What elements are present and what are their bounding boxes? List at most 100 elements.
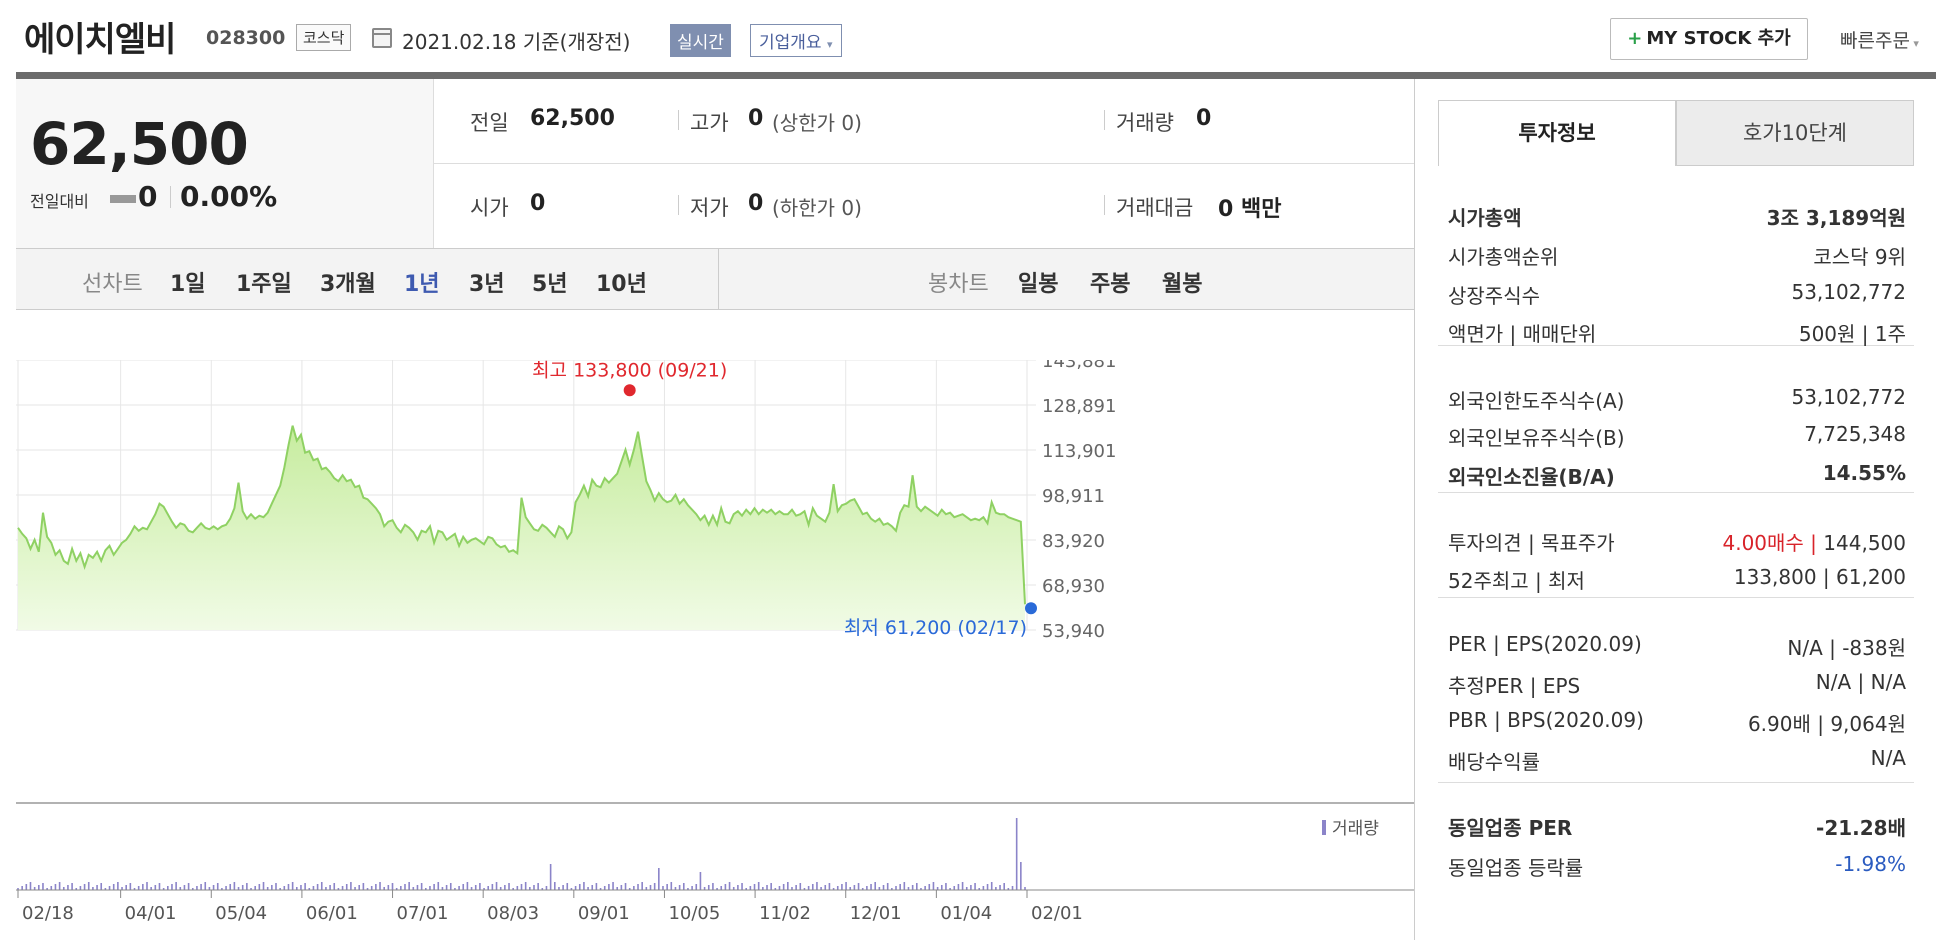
volume-bar — [279, 888, 281, 890]
investment-opinion: 4.00매수 | — [1722, 531, 1824, 555]
quick-order-link[interactable]: 빠른주문 ▾ — [1840, 26, 1919, 53]
volume-bar — [362, 883, 365, 890]
lower-limit: (하한가 0) — [772, 196, 862, 220]
side-row-label: 외국인보유주식수(B) — [1448, 426, 1625, 450]
tab-order-book[interactable]: 호가10단계 — [1676, 100, 1914, 166]
volume-bar — [553, 882, 556, 890]
volume-bar — [29, 882, 32, 890]
tab-1week[interactable]: 1주일 — [236, 272, 292, 297]
volume-bar — [454, 888, 456, 890]
volume-bar — [965, 887, 968, 890]
tab-1year[interactable]: 1년 — [404, 272, 440, 297]
volume-bar — [932, 882, 935, 890]
volume-bar — [936, 887, 939, 890]
volume-bar — [891, 888, 893, 890]
x-tick-label: 12/01 — [850, 903, 902, 924]
side-row-label: 동일업종 PER — [1448, 816, 1573, 840]
volume-bar — [920, 888, 922, 890]
prev-close-value: 62,500 — [530, 106, 615, 131]
price-change: 0 — [138, 180, 158, 213]
volume-bar — [695, 884, 698, 890]
volume-bar — [849, 887, 852, 890]
company-info-dropdown[interactable]: 기업개요 ▾ — [750, 24, 842, 57]
volume-bar — [549, 864, 552, 890]
volume-bar — [350, 882, 352, 890]
volume-bar — [1020, 862, 1022, 890]
volume-bar — [125, 885, 127, 890]
volume-bar — [620, 885, 623, 890]
tab-monthly-candle[interactable]: 월봉 — [1162, 272, 1203, 297]
volume-bar — [995, 887, 997, 890]
volume-bar — [870, 884, 872, 890]
side-row-value: N/A — [1870, 746, 1906, 770]
tab-3year[interactable]: 3년 — [469, 272, 505, 297]
volume-bar — [970, 885, 972, 890]
volume-bar — [811, 884, 814, 890]
volume-bar — [1003, 883, 1005, 890]
volume-bar — [499, 887, 502, 890]
volume-bar — [325, 887, 327, 890]
volume-bar — [287, 884, 290, 890]
low-label: 저가 — [690, 196, 729, 220]
tab-invest-info[interactable]: 투자정보 — [1438, 100, 1676, 166]
volume-bar — [608, 884, 610, 890]
volume-bar — [653, 883, 656, 890]
volume-bar — [112, 884, 115, 890]
volume-bar — [1024, 887, 1026, 890]
volume-bar — [87, 882, 90, 890]
tab-5year[interactable]: 5년 — [532, 272, 568, 297]
volume-bar — [699, 872, 702, 890]
volume-bar — [687, 888, 689, 890]
market-badge: 코스닥 — [296, 24, 352, 51]
tab-daily-candle[interactable]: 일봉 — [1018, 272, 1059, 297]
volume-bar — [720, 886, 723, 890]
side-row-value: -21.28배 — [1816, 816, 1906, 840]
y-tick-label: 68,930 — [1042, 576, 1105, 597]
min-price-marker — [1025, 602, 1037, 615]
volume-bar — [924, 886, 926, 890]
volume-bar — [745, 888, 748, 890]
volume-bar — [1011, 886, 1014, 890]
y-tick-label: 113,901 — [1042, 441, 1116, 462]
volume-bar — [216, 883, 219, 890]
add-mystock-button[interactable]: + MY STOCK 추가 — [1610, 18, 1808, 60]
plus-icon: + — [1627, 28, 1643, 49]
x-tick-label: 02/18 — [22, 903, 74, 924]
tab-weekly-candle[interactable]: 주봉 — [1090, 272, 1131, 297]
volume-bar — [512, 888, 514, 890]
volume-bar — [474, 885, 477, 890]
volume-bar — [337, 888, 340, 890]
tab-1day[interactable]: 1일 — [170, 272, 206, 297]
high-label: 고가 — [690, 111, 729, 135]
tab-3month[interactable]: 3개월 — [320, 272, 376, 297]
volume-bar — [495, 882, 498, 890]
volume-bar — [21, 886, 23, 890]
volume-bar — [895, 886, 897, 890]
side-divider — [1438, 597, 1914, 598]
tab-10year[interactable]: 10년 — [596, 272, 647, 297]
current-price: 62,500 — [30, 110, 249, 178]
volume-bar — [516, 886, 519, 890]
volume-bar — [770, 883, 772, 890]
company-info-label: 기업개요 — [759, 33, 822, 53]
divider — [678, 195, 679, 215]
volume-bar — [799, 883, 802, 890]
realtime-button[interactable]: 실시간 — [670, 24, 731, 57]
volume-bar — [836, 886, 839, 890]
volume-bar — [945, 883, 947, 890]
volume-bar — [483, 888, 485, 890]
volume-bar — [816, 882, 818, 890]
volume-bar — [71, 883, 73, 890]
volume-bar — [208, 887, 211, 890]
volume-bar — [1007, 888, 1010, 890]
volume-bar — [133, 888, 136, 890]
volume-bar — [662, 886, 664, 890]
min-price-annotation: 최저 61,200 (02/17) — [844, 617, 1027, 639]
volume-bar — [33, 887, 36, 890]
volume-bar — [703, 887, 706, 890]
volume-bar — [757, 882, 760, 890]
side-row-label: 배당수익률 — [1448, 750, 1540, 774]
volume-bar — [990, 882, 993, 890]
volume-bar — [275, 883, 277, 890]
volume-bar — [266, 887, 269, 890]
